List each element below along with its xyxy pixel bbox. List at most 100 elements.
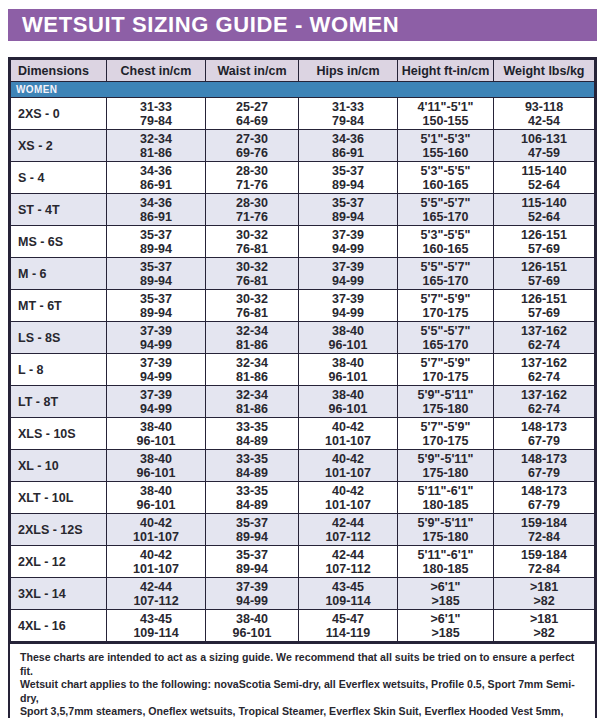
waist-cell: 35-3789-94 <box>206 514 299 546</box>
table-header: Dimensions Chest in/cm Waist in/cm Hips … <box>11 60 595 98</box>
height-cell: 5'5"-5'7"165-170 <box>398 258 494 290</box>
column-header-weight: Weight lbs/kg <box>494 60 595 82</box>
table-row: LT - 8T 37-3994-99 32-3481-86 38-4096-10… <box>11 386 595 418</box>
page-title: WETSUIT SIZING GUIDE - WOMEN <box>22 12 399 38</box>
table-row: 2XL - 12 40-42101-107 35-3789-94 42-4410… <box>11 546 595 578</box>
weight-cell: 126-15157-69 <box>494 258 595 290</box>
height-cell: 5'1"-5'3"155-160 <box>398 130 494 162</box>
weight-cell: 106-13147-59 <box>494 130 595 162</box>
size-label: XLT - 10L <box>11 482 107 514</box>
size-label: MT - 6T <box>11 290 107 322</box>
column-header-dimensions: Dimensions <box>11 60 107 82</box>
hips-cell: 45-47114-119 <box>299 610 398 642</box>
hips-cell: 37-3994-99 <box>299 258 398 290</box>
weight-cell: 137-16262-74 <box>494 386 595 418</box>
sizing-table-container: Dimensions Chest in/cm Waist in/cm Hips … <box>8 57 597 718</box>
footer-line: Wetsuit chart applies to the following: … <box>20 678 589 705</box>
chest-cell: 38-4096-101 <box>107 418 206 450</box>
height-cell: 5'7"-5'9"170-175 <box>398 418 494 450</box>
size-label: XS - 2 <box>11 130 107 162</box>
table-row: M - 6 35-3789-94 30-3276-81 37-3994-99 5… <box>11 258 595 290</box>
height-cell: 5'11"-6'1"180-185 <box>398 546 494 578</box>
table-row: 4XL - 16 43-45109-114 38-4096-101 45-471… <box>11 610 595 642</box>
table-row: XS - 2 32-3481-86 27-3069-76 34-3686-91 … <box>11 130 595 162</box>
weight-cell: 148-17367-79 <box>494 450 595 482</box>
column-header-waist: Waist in/cm <box>206 60 299 82</box>
weight-cell: 148-17367-79 <box>494 482 595 514</box>
footer-line: Sport 3,5,7mm steamers, Oneflex wetsuits… <box>20 705 589 718</box>
waist-cell: 32-3481-86 <box>206 322 299 354</box>
waist-cell: 27-3069-76 <box>206 130 299 162</box>
table-row: XL - 10 38-4096-101 33-3584-89 40-42101-… <box>11 450 595 482</box>
weight-cell: 148-17367-79 <box>494 418 595 450</box>
height-cell: 5'11"-6'1"180-185 <box>398 482 494 514</box>
size-label: 2XS - 0 <box>11 98 107 130</box>
hips-cell: 35-3789-94 <box>299 162 398 194</box>
height-cell: 5'7"-5'9"170-175 <box>398 290 494 322</box>
table-row: XLS - 10S 38-4096-101 33-3584-89 40-4210… <box>11 418 595 450</box>
hips-cell: 38-4096-101 <box>299 322 398 354</box>
size-label: LT - 8T <box>11 386 107 418</box>
weight-cell: 137-16262-74 <box>494 322 595 354</box>
size-label: XL - 10 <box>11 450 107 482</box>
chest-cell: 38-4096-101 <box>107 450 206 482</box>
chest-cell: 35-3789-94 <box>107 226 206 258</box>
waist-cell: 33-3584-89 <box>206 418 299 450</box>
waist-cell: 30-3276-81 <box>206 258 299 290</box>
section-band: WOMEN <box>11 82 595 98</box>
waist-cell: 37-3994-99 <box>206 578 299 610</box>
table-row: L - 8 37-3994-99 32-3481-86 38-4096-101 … <box>11 354 595 386</box>
hips-cell: 37-3994-99 <box>299 290 398 322</box>
waist-cell: 28-3071-76 <box>206 162 299 194</box>
hips-cell: 42-44107-112 <box>299 514 398 546</box>
hips-cell: 42-44107-112 <box>299 546 398 578</box>
column-header-height: Height ft-in/cm <box>398 60 494 82</box>
hips-cell: 43-45109-114 <box>299 578 398 610</box>
size-label: 2XLS - 12S <box>11 514 107 546</box>
size-label: M - 6 <box>11 258 107 290</box>
waist-cell: 33-3584-89 <box>206 482 299 514</box>
weight-cell: 115-14052-64 <box>494 162 595 194</box>
chest-cell: 35-3789-94 <box>107 290 206 322</box>
hips-cell: 37-3994-99 <box>299 226 398 258</box>
table-body: 2XS - 0 31-3379-84 25-2764-69 31-3379-84… <box>11 98 595 642</box>
chest-cell: 31-3379-84 <box>107 98 206 130</box>
chest-cell: 34-3686-91 <box>107 162 206 194</box>
height-cell: >6'1">185 <box>398 610 494 642</box>
size-label: 2XL - 12 <box>11 546 107 578</box>
chest-cell: 37-3994-99 <box>107 354 206 386</box>
chest-cell: 35-3789-94 <box>107 258 206 290</box>
weight-cell: 126-15157-69 <box>494 290 595 322</box>
weight-cell: >181>82 <box>494 578 595 610</box>
hips-cell: 31-3379-84 <box>299 98 398 130</box>
hips-cell: 38-4096-101 <box>299 386 398 418</box>
chest-cell: 42-44107-112 <box>107 578 206 610</box>
section-band-label: WOMEN <box>11 82 595 98</box>
table-row: 3XL - 14 42-44107-112 37-3994-99 43-4510… <box>11 578 595 610</box>
table-row: 2XS - 0 31-3379-84 25-2764-69 31-3379-84… <box>11 98 595 130</box>
table-row: MT - 6T 35-3789-94 30-3276-81 37-3994-99… <box>11 290 595 322</box>
weight-cell: 159-18472-84 <box>494 546 595 578</box>
height-cell: 4'11"-5'1"150-155 <box>398 98 494 130</box>
header-row: Dimensions Chest in/cm Waist in/cm Hips … <box>11 60 595 82</box>
sizing-table: Dimensions Chest in/cm Waist in/cm Hips … <box>10 59 595 642</box>
height-cell: 5'5"-5'7"165-170 <box>398 194 494 226</box>
hips-cell: 40-42101-107 <box>299 482 398 514</box>
chest-cell: 34-3686-91 <box>107 194 206 226</box>
height-cell: 5'9"-5'11"175-180 <box>398 450 494 482</box>
chest-cell: 40-42101-107 <box>107 514 206 546</box>
table-row: MS - 6S 35-3789-94 30-3276-81 37-3994-99… <box>11 226 595 258</box>
waist-cell: 32-3481-86 <box>206 386 299 418</box>
waist-cell: 32-3481-86 <box>206 354 299 386</box>
waist-cell: 30-3276-81 <box>206 226 299 258</box>
waist-cell: 35-3789-94 <box>206 546 299 578</box>
hips-cell: 40-42101-107 <box>299 450 398 482</box>
size-label: S - 4 <box>11 162 107 194</box>
footer-line: These charts are intended to act as a si… <box>20 651 589 678</box>
table-row: XLT - 10L 38-4096-101 33-3584-89 40-4210… <box>11 482 595 514</box>
table-row: 2XLS - 12S 40-42101-107 35-3789-94 42-44… <box>11 514 595 546</box>
waist-cell: 30-3276-81 <box>206 290 299 322</box>
chest-cell: 40-42101-107 <box>107 546 206 578</box>
weight-cell: 115-14052-64 <box>494 194 595 226</box>
chest-cell: 38-4096-101 <box>107 482 206 514</box>
